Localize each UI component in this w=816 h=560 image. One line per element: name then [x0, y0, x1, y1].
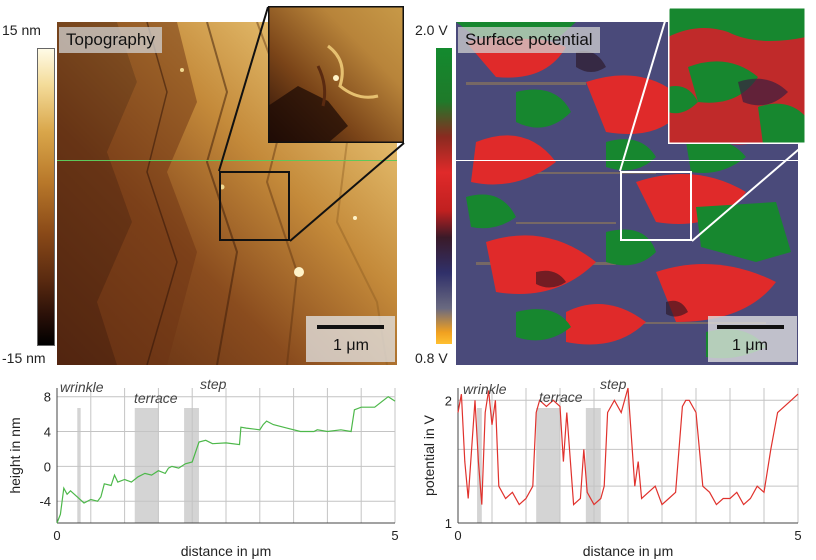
annotation-label: step: [200, 376, 227, 392]
topography-cbar-min: -15 nm: [2, 350, 46, 366]
y-tick-label: -4: [39, 494, 51, 509]
highlight-band: [536, 408, 560, 523]
potential-scalebar-label: 1 μm: [732, 337, 768, 354]
potential-profile-line: [456, 160, 798, 161]
x-tick-label: 5: [391, 528, 398, 543]
highlight-band: [477, 408, 482, 523]
x-axis-label: distance in μm: [583, 543, 674, 559]
highlight-band: [585, 408, 601, 523]
potential-cbar-max: 2.0 V: [415, 22, 448, 38]
y-axis-label: height in nm: [7, 417, 23, 493]
topography-zoom-box: [219, 171, 290, 241]
highlight-band: [184, 408, 199, 523]
highlight-band: [134, 408, 159, 523]
potential-colorbar: [436, 48, 452, 344]
annotation-label: terrace: [134, 390, 178, 406]
potential-title: Surface potential: [458, 27, 600, 53]
topography-scalebar-label: 1 μm: [333, 337, 369, 354]
potential-scalebar-box: 1 μm: [708, 316, 797, 362]
y-axis-label: potential in V: [421, 414, 437, 496]
potential-zoom-connectors: [619, 7, 806, 242]
potential-scalebar: [717, 325, 784, 329]
potential-profile-chart: 1 2 0 5 distance in μm potential in V wrinkle t…: [421, 376, 802, 559]
series-line: [56, 395, 396, 524]
topography-cbar-max: 15 nm: [2, 22, 41, 38]
x-tick-label: 5: [794, 528, 801, 543]
height-profile-chart: -4 0 4 8 0 5 distance in μm height in nm wrinkle…: [7, 376, 399, 559]
potential-zoom-box: [620, 171, 692, 241]
topography-inset: [268, 6, 404, 143]
topography-zoom-connectors: [218, 6, 405, 242]
x-tick-label: 0: [53, 528, 60, 543]
y-tick-label: 2: [445, 393, 452, 408]
topography-scalebar-box: 1 μm: [306, 316, 395, 362]
annotation-label: step: [600, 376, 627, 392]
highlight-band: [77, 408, 81, 523]
series-line: [457, 387, 799, 506]
topography-scalebar: [317, 325, 384, 329]
y-tick-label: 0: [44, 459, 51, 474]
y-tick-label: 1: [445, 516, 452, 531]
topography-colorbar: [37, 48, 55, 346]
x-tick-label: 0: [454, 528, 461, 543]
topography-title: Topography: [59, 27, 162, 53]
y-tick-label: 4: [44, 425, 51, 440]
annotation-label: terrace: [539, 389, 583, 405]
potential-inset: [668, 7, 806, 144]
topography-profile-line: [57, 160, 397, 161]
annotation-label: wrinkle: [463, 381, 507, 397]
y-tick-label: 8: [44, 390, 51, 405]
x-axis-label: distance in μm: [181, 543, 272, 559]
potential-cbar-min: 0.8 V: [415, 350, 448, 366]
annotation-label: wrinkle: [60, 379, 104, 395]
